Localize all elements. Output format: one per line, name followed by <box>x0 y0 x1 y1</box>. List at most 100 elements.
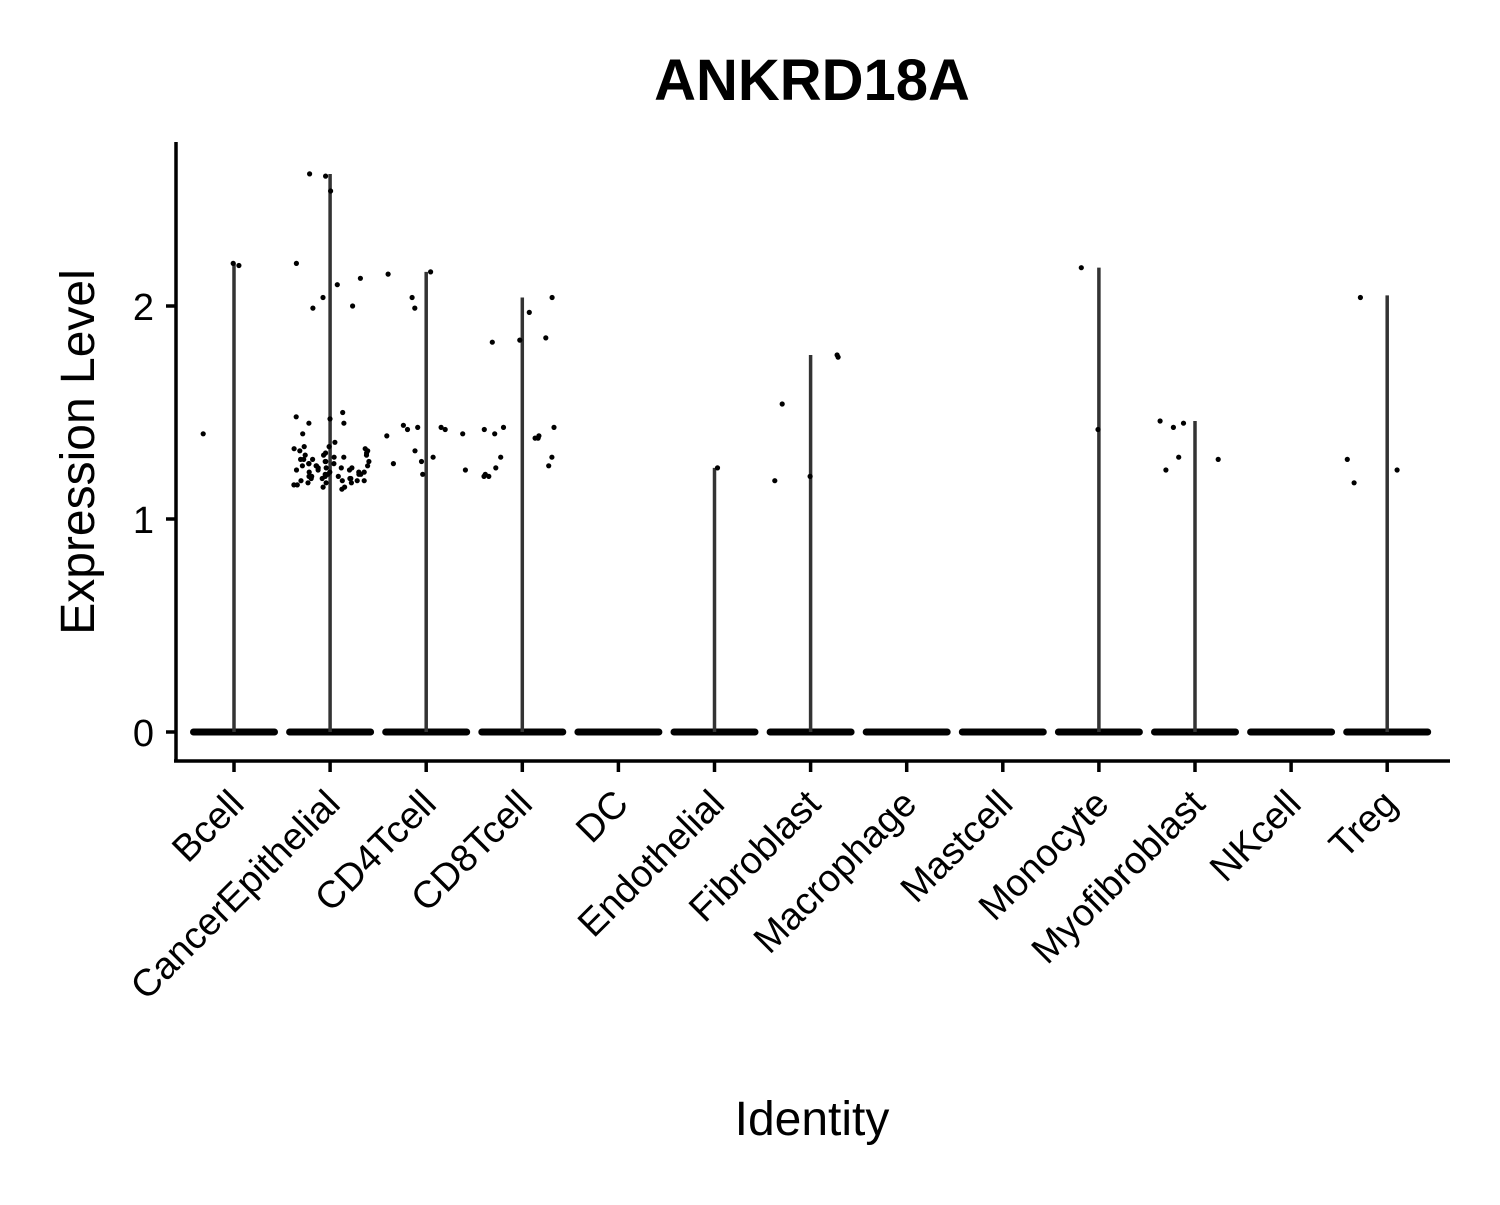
x-tick-label: Treg <box>1322 783 1406 867</box>
data-point <box>291 482 297 488</box>
data-point <box>322 471 328 477</box>
data-point <box>551 424 557 430</box>
data-point <box>543 335 549 341</box>
data-point <box>293 467 300 473</box>
data-point <box>293 260 299 266</box>
y-axis-label: Expression Level <box>52 269 105 635</box>
data-point <box>420 471 426 477</box>
data-point <box>331 454 337 460</box>
data-point <box>1157 418 1163 424</box>
data-point <box>418 458 425 465</box>
data-point <box>546 463 552 469</box>
data-point <box>772 478 778 484</box>
chart-title: ANKRD18A <box>654 48 970 113</box>
data-point <box>230 260 236 266</box>
data-point <box>323 480 329 486</box>
data-point <box>310 305 316 311</box>
data-point <box>835 354 841 360</box>
data-point <box>321 452 327 458</box>
data-point <box>315 467 321 473</box>
data-point <box>348 480 354 486</box>
data-point <box>1394 467 1400 473</box>
data-point <box>327 416 333 422</box>
violin-base <box>574 728 663 736</box>
data-point <box>714 465 721 471</box>
y-tick-label: 2 <box>133 287 154 329</box>
y-tick-label: 0 <box>133 713 154 755</box>
violin-base <box>958 728 1047 736</box>
data-point <box>320 294 326 301</box>
data-point <box>807 473 813 479</box>
data-point <box>1170 424 1176 430</box>
data-point <box>298 456 304 462</box>
data-point <box>356 471 362 477</box>
data-point <box>363 452 370 458</box>
data-point <box>338 465 344 471</box>
data-point <box>481 473 487 479</box>
data-point <box>346 467 353 473</box>
data-point <box>323 465 329 471</box>
data-point <box>1357 294 1363 301</box>
y-tick-label: 1 <box>133 500 154 542</box>
data-point <box>327 469 333 475</box>
data-point <box>354 478 360 484</box>
data-point <box>328 188 334 194</box>
data-point <box>365 463 371 469</box>
data-point <box>549 294 555 301</box>
data-point <box>340 409 346 416</box>
data-point <box>400 422 406 428</box>
data-point <box>492 431 498 437</box>
data-point <box>1180 420 1187 426</box>
data-point <box>357 275 363 281</box>
data-point <box>291 446 297 452</box>
data-point <box>347 475 353 482</box>
data-point <box>442 426 448 433</box>
data-point <box>306 420 312 426</box>
data-point <box>517 337 523 343</box>
data-point <box>549 454 555 460</box>
data-point <box>498 454 504 460</box>
data-point <box>526 309 532 315</box>
data-point <box>481 426 487 433</box>
jitter-points <box>200 171 1400 492</box>
data-point <box>1344 456 1350 462</box>
data-point <box>305 480 311 486</box>
data-point <box>335 473 341 479</box>
data-point <box>332 439 338 445</box>
data-point <box>428 269 434 275</box>
data-point <box>297 448 303 454</box>
violin-base <box>862 728 951 736</box>
data-point <box>412 448 418 454</box>
data-point <box>331 461 337 467</box>
data-point <box>309 473 315 479</box>
data-point <box>306 469 312 475</box>
data-point <box>361 478 367 484</box>
data-point <box>1163 467 1169 473</box>
data-point <box>390 461 396 467</box>
y-ticks: 0 1 2 <box>133 287 176 755</box>
data-point <box>384 433 390 439</box>
x-tick-label: Bcell <box>164 783 252 871</box>
data-point <box>299 463 305 469</box>
data-point <box>339 486 345 492</box>
data-point <box>334 282 340 288</box>
data-point <box>385 271 391 277</box>
data-point <box>293 414 299 420</box>
data-point <box>1351 480 1357 486</box>
data-point <box>415 424 421 430</box>
data-point <box>1215 456 1221 462</box>
violins <box>190 173 1432 736</box>
data-point <box>302 452 308 458</box>
data-point <box>341 454 347 460</box>
x-tick-label: NKcell <box>1202 783 1309 890</box>
data-point <box>1095 426 1101 433</box>
data-point <box>532 435 538 441</box>
data-point <box>412 305 418 311</box>
data-point <box>310 456 316 462</box>
data-point <box>489 339 495 345</box>
data-point <box>779 401 785 407</box>
data-point <box>306 461 312 467</box>
